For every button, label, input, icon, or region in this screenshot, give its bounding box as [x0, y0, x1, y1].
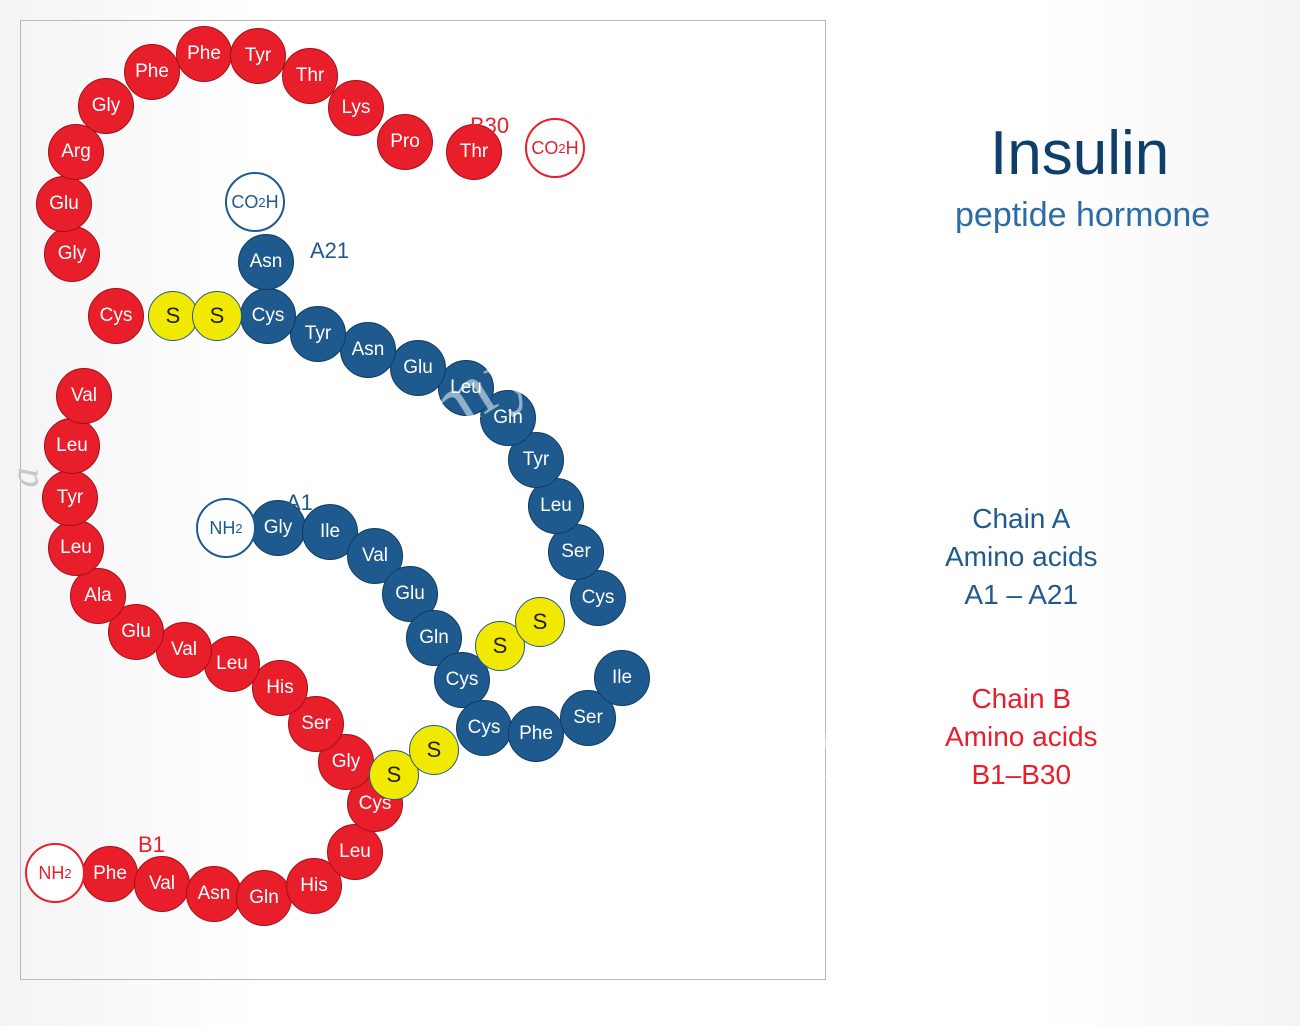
- chain-b-node-1: Phe: [82, 846, 138, 902]
- chain-b-node-2: Val: [134, 856, 190, 912]
- chain-b-node-24: Phe: [124, 44, 180, 100]
- terminal-B1-NH2: NH2: [25, 843, 85, 903]
- chain-b-node-15: Leu: [48, 520, 104, 576]
- side-glyph-a: a: [1, 468, 48, 488]
- sulfur-node-1: S: [148, 291, 198, 341]
- chain-a-node-7: Cys: [456, 700, 512, 756]
- terminal-A1-NH2: NH2: [196, 498, 256, 558]
- chain-b-node-25: Phe: [176, 26, 232, 82]
- chain-a-node-17: Glu: [390, 340, 446, 396]
- chain-b-node-22: Arg: [48, 124, 104, 180]
- title-insulin: Insulin: [990, 118, 1169, 189]
- chain-b-node-19: Cys: [88, 288, 144, 344]
- chain-a-node-16: Leu: [438, 360, 494, 416]
- chain-a-node-21: Asn: [238, 234, 294, 290]
- chain-b-node-3: Asn: [186, 866, 242, 922]
- chain-b-node-10: His: [252, 660, 308, 716]
- sulfur-node-4: S: [515, 597, 565, 647]
- terminal-B30-CO2H: CO2H: [525, 118, 585, 178]
- chain-b-node-12: Val: [156, 622, 212, 678]
- sulfur-node-6: S: [409, 725, 459, 775]
- chain-b-node-28: Lys: [328, 80, 384, 136]
- chain-b-node-6: Leu: [327, 824, 383, 880]
- chain-b-node-4: Gln: [236, 870, 292, 926]
- inline-label-B1: B1: [138, 832, 165, 858]
- chain-b-node-29: Pro: [377, 114, 433, 170]
- chain-a-node-18: Asn: [340, 322, 396, 378]
- legend-chain-a: Chain AAmino acidsA1 – A21: [945, 500, 1098, 613]
- chain-b-node-16: Tyr: [42, 470, 98, 526]
- chain-b-node-17: Leu: [44, 418, 100, 474]
- chain-b-node-20: Gly: [44, 226, 100, 282]
- chain-a-node-10: Ile: [594, 650, 650, 706]
- sulfur-node-2: S: [192, 291, 242, 341]
- subtitle-peptide-hormone: peptide hormone: [955, 196, 1210, 235]
- chain-b-node-18: Val: [56, 368, 112, 424]
- inline-label-A1: A1: [286, 490, 313, 516]
- chain-a-node-8: Phe: [508, 706, 564, 762]
- chain-b-node-21: Glu: [36, 176, 92, 232]
- chain-a-node-20: Cys: [240, 288, 296, 344]
- chain-b-node-23: Gly: [78, 78, 134, 134]
- chain-b-node-26: Tyr: [230, 28, 286, 84]
- chain-a-node-19: Tyr: [290, 306, 346, 362]
- inline-label-A21: A21: [310, 238, 349, 264]
- chain-b-node-14: Ala: [70, 568, 126, 624]
- legend-chain-b: Chain BAmino acidsB1–B30: [945, 680, 1098, 793]
- inline-label-B30: B30: [470, 113, 509, 139]
- terminal-A21-CO2H: CO2H: [225, 172, 285, 232]
- chain-b-node-11: Leu: [204, 636, 260, 692]
